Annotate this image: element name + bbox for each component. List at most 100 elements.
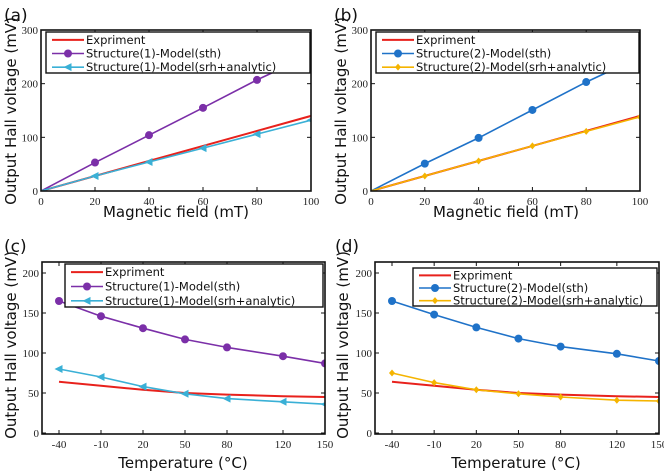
data-point — [55, 297, 63, 305]
plot-frame — [40, 29, 312, 192]
data-point — [514, 334, 523, 343]
series-group — [371, 52, 640, 191]
data-point — [306, 117, 311, 123]
y-tick-label: 150 — [23, 308, 40, 320]
x-tick-label: -10 — [94, 439, 109, 451]
x-tick-label: 20 — [419, 196, 431, 208]
panel-label: (a) — [4, 6, 28, 26]
data-point — [90, 171, 99, 180]
data-point — [181, 335, 189, 344]
legend-box — [412, 267, 658, 307]
data-point — [420, 159, 429, 168]
legend-label: Structure(2)-Model(sth) — [453, 281, 588, 295]
data-point — [612, 349, 621, 358]
data-point — [582, 78, 591, 87]
y-tick-label: 100 — [352, 132, 369, 144]
x-tick-label: 80 — [555, 439, 567, 451]
x-tick-label: 150 — [651, 439, 664, 451]
legend-box — [64, 263, 324, 308]
legend-label: Expriment — [105, 265, 165, 279]
x-tick-label: 120 — [609, 439, 626, 451]
y-tick-label: 0 — [367, 428, 373, 440]
data-point — [472, 323, 481, 332]
x-tick-label: 20 — [471, 439, 483, 451]
legend-box — [375, 31, 640, 74]
x-tick-label: 40 — [144, 196, 156, 208]
data-point — [430, 310, 439, 319]
y-tick-label: 200 — [356, 268, 373, 280]
data-point — [96, 373, 105, 381]
plot-frame — [374, 261, 660, 435]
data-point — [613, 396, 620, 404]
series-group — [388, 297, 659, 405]
data-point — [529, 142, 536, 150]
data-point — [223, 343, 231, 352]
data-point — [54, 365, 63, 373]
data-point — [91, 158, 99, 167]
y-tick-label: 0 — [33, 186, 39, 198]
y-axis-title: Output Hall voltage (mV) — [2, 17, 20, 205]
data-point — [320, 401, 325, 407]
y-tick-label: 100 — [22, 132, 39, 144]
y-tick-label: 150 — [356, 308, 373, 320]
plot-frame — [41, 261, 326, 435]
legend-marker — [432, 297, 438, 305]
chart-panel-b: (b)0 20 40 60 80 1000100200300ExprimentStruct… — [332, 6, 649, 221]
data-point — [180, 389, 189, 398]
data-point — [145, 131, 153, 140]
legend-label: Structure(1)-Model(srh+analytic) — [105, 294, 295, 308]
data-point — [655, 357, 659, 365]
legend-label: Structure(1)-Model(sth) — [105, 280, 240, 294]
y-axis-title: Output Hall voltage (mV) — [332, 17, 350, 205]
plot-frame — [370, 29, 641, 192]
y-axis-title: Output Hall voltage (mV) — [334, 251, 352, 439]
x-tick-label: 120 — [275, 439, 292, 451]
x-tick-label: 0 — [38, 196, 44, 208]
legend-marker — [63, 63, 72, 72]
x-tick-label: -40 — [385, 439, 400, 451]
x-tick-label: 50 — [513, 439, 525, 451]
legend-label: Structure(1)-Model(sth) — [86, 47, 221, 61]
legend-label: Structure(1)-Model(srh+analytic) — [86, 60, 276, 74]
panel-label: (c) — [4, 237, 27, 257]
data-point — [583, 127, 590, 135]
series-line-2 — [371, 116, 640, 191]
legend-label: Structure(2)-Model(sth) — [416, 47, 551, 61]
legend-marker — [64, 49, 72, 58]
x-tick-label: 80 — [222, 439, 234, 451]
legend: ExprimentStructure(2)-Model(sth)Structur… — [375, 31, 640, 74]
x-tick-label: 100 — [632, 196, 649, 208]
legend-label: Structure(2)-Model(srh+analytic) — [453, 294, 643, 308]
series-group — [54, 297, 325, 407]
x-tick-label: 20 — [90, 196, 102, 208]
legend-marker — [431, 284, 439, 292]
legend-marker — [394, 49, 402, 58]
data-point — [222, 394, 231, 403]
data-point — [139, 324, 147, 333]
data-point — [473, 386, 480, 394]
x-tick-label: -10 — [427, 439, 442, 451]
data-point — [138, 382, 147, 391]
y-tick-label: 200 — [22, 79, 39, 91]
legend-marker — [395, 63, 401, 71]
data-point — [278, 397, 287, 406]
data-point — [198, 144, 207, 153]
x-axis-title: Magnetic field (mT) — [103, 203, 249, 221]
data-point — [474, 133, 483, 142]
y-tick-label: 0 — [34, 428, 40, 440]
legend-marker — [83, 282, 91, 291]
chart-panel-a: (a)0 20 40 60 80 1000100200300ExprimentStruct… — [2, 6, 320, 221]
series-line-1 — [371, 56, 640, 191]
data-point — [431, 379, 438, 387]
y-tick-label: 300 — [22, 25, 39, 37]
data-point — [528, 105, 537, 114]
data-point — [556, 342, 565, 351]
x-axis-title: Temperature (°C) — [450, 454, 580, 472]
x-tick-label: 80 — [581, 196, 593, 208]
y-tick-label: 200 — [23, 268, 40, 280]
y-tick-label: 200 — [352, 79, 369, 91]
data-point — [389, 369, 395, 377]
data-point — [279, 352, 287, 361]
panel-label: (b) — [334, 6, 358, 26]
